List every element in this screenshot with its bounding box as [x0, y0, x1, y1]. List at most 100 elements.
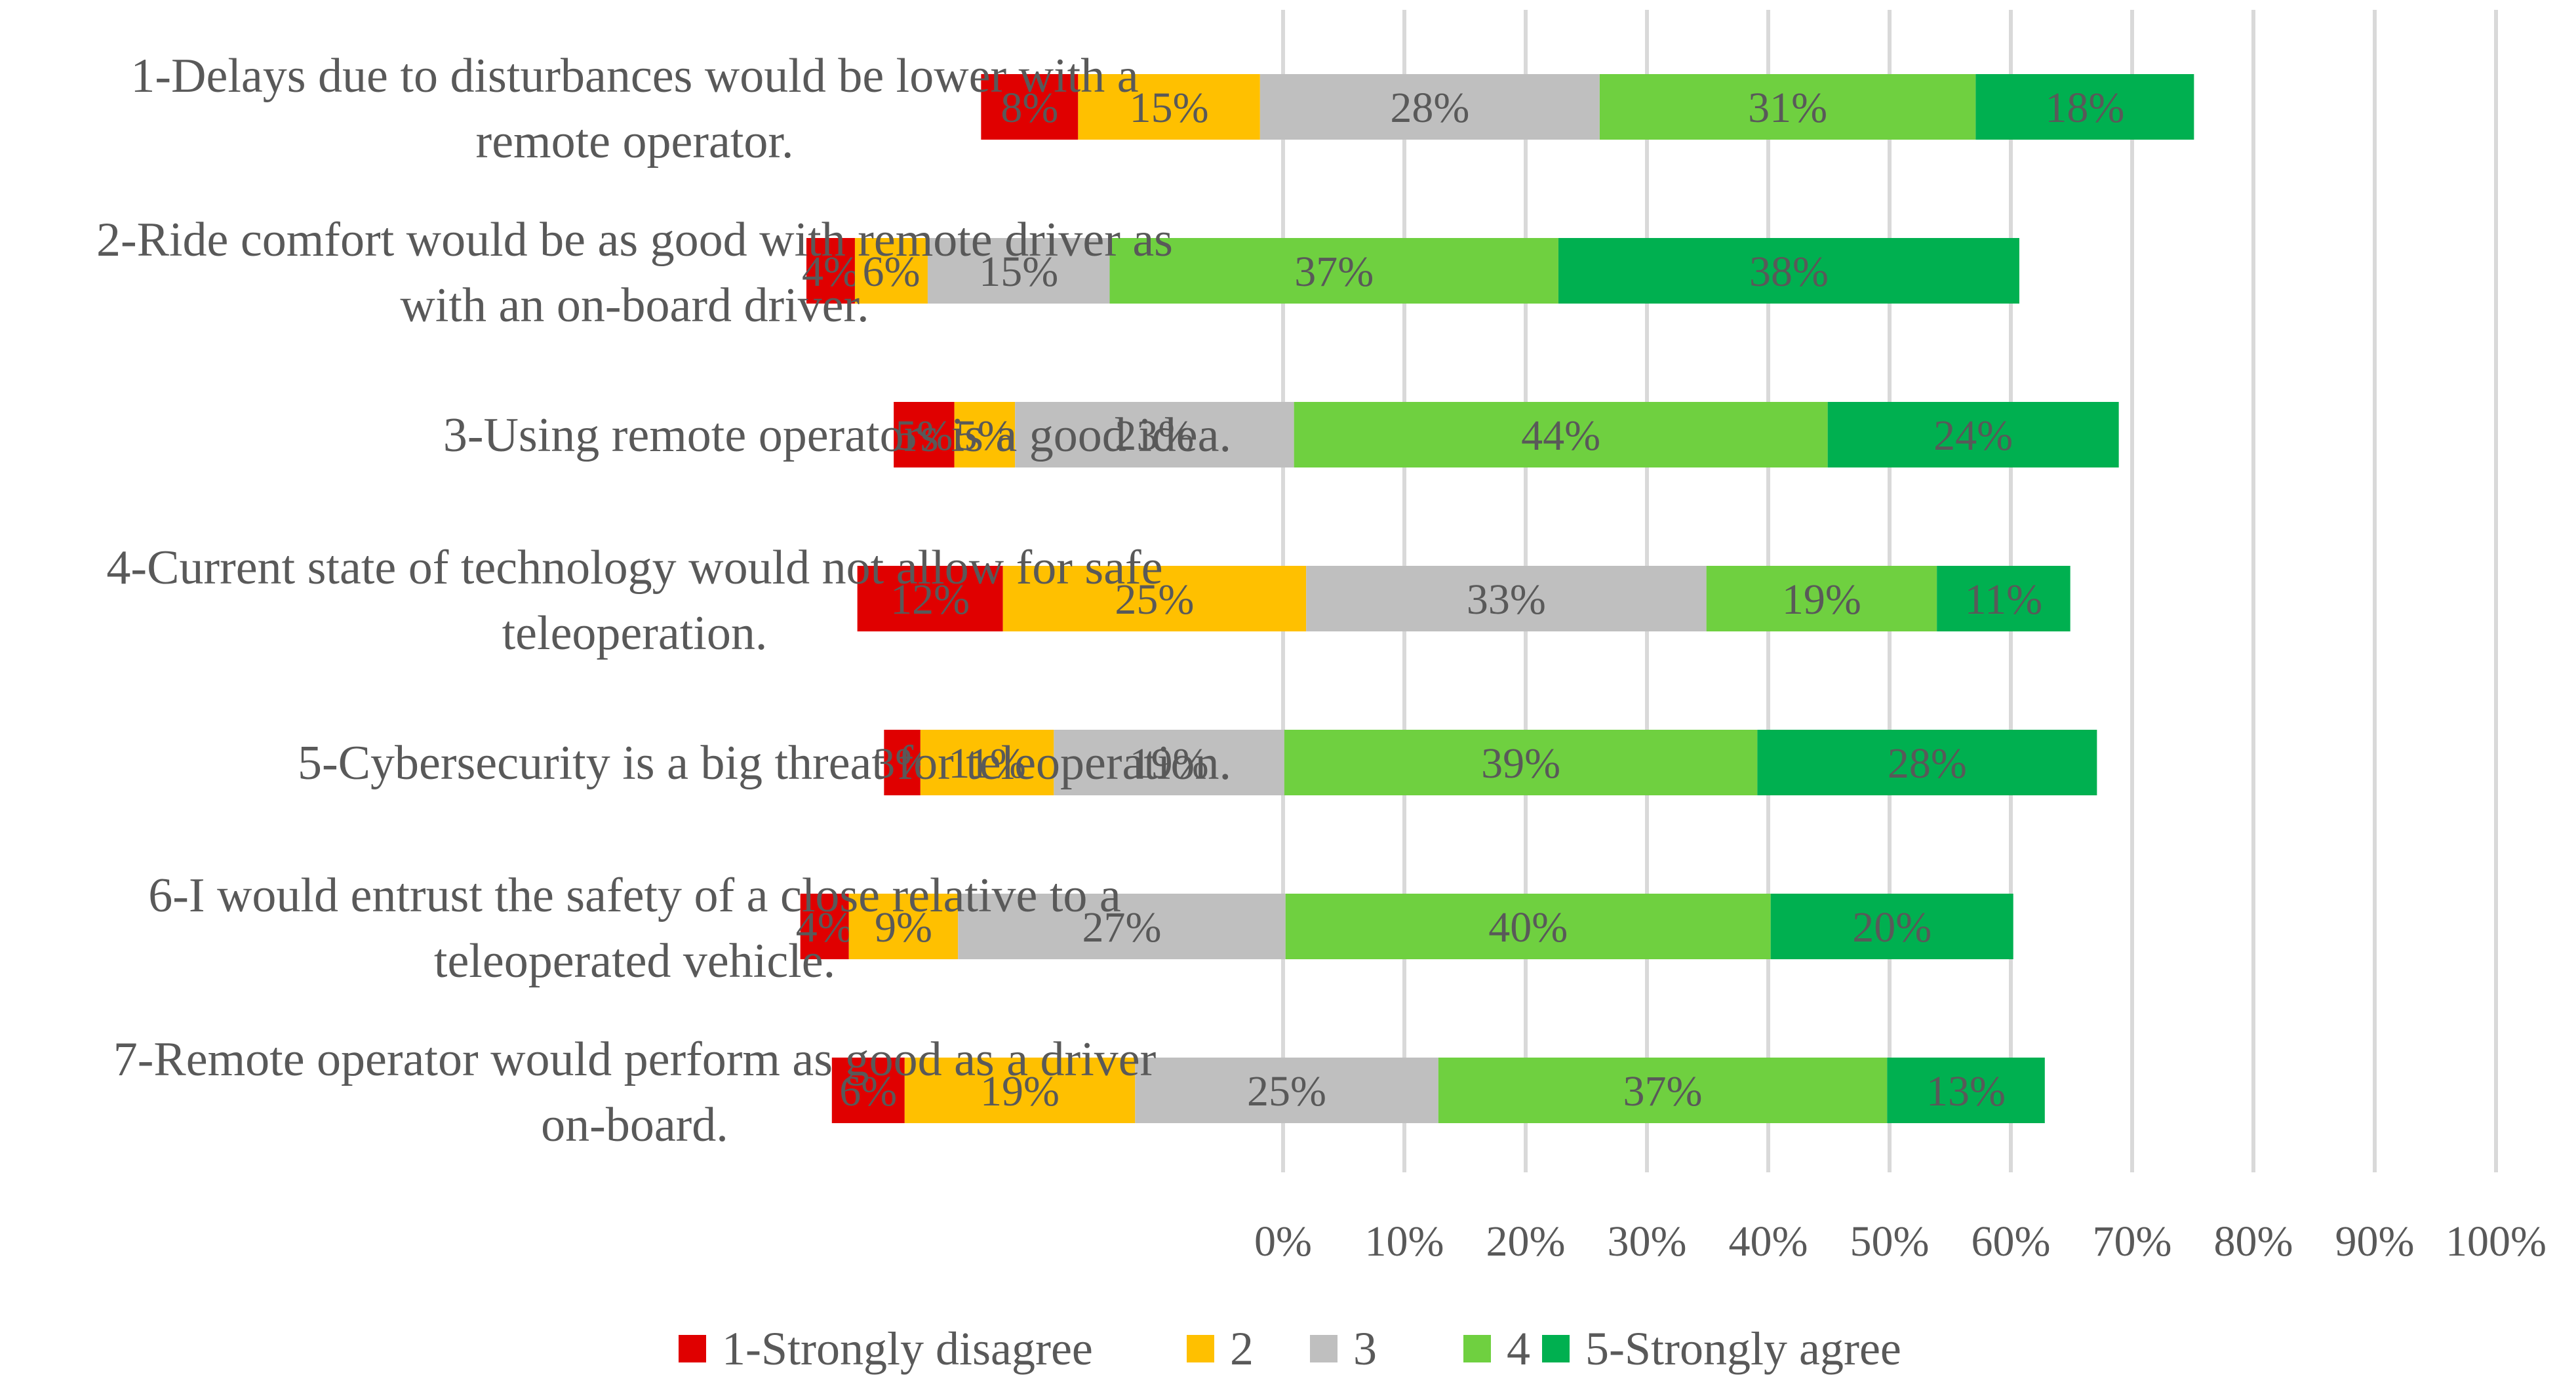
legend-item: 2 — [1187, 1322, 1254, 1375]
category-label-line: teleoperation. — [502, 606, 768, 660]
bar-segment — [1887, 1058, 2045, 1123]
category-label-line: 3-Using remote operators is a good idea. — [443, 408, 1231, 462]
data-label: 25% — [1247, 1067, 1326, 1115]
data-label: 38% — [1749, 248, 1829, 296]
x-axis-tick-labels: 0% 10% 20% 30% 40% 50% 60% 70% 80% 90% 100% — [1254, 1218, 2546, 1265]
legend-swatch — [679, 1335, 706, 1362]
bar-segment — [1135, 1058, 1438, 1123]
category-label-6: 6-I would entrust the safety of a close … — [148, 869, 1121, 988]
x-tick-label: 0% — [1254, 1218, 1312, 1265]
data-label: 27% — [1082, 904, 1161, 951]
data-label: 37% — [1294, 248, 1374, 296]
bar-segment — [1078, 74, 1260, 140]
bar-segment — [831, 1058, 905, 1123]
data-label: 18% — [2045, 84, 2124, 132]
bar-row-3: 5% 5% 23% 44% 24% — [894, 402, 2119, 467]
x-tick-label: 20% — [1486, 1218, 1566, 1265]
x-tick-label: 100% — [2446, 1218, 2546, 1265]
category-label-line: 6-I would entrust the safety of a close … — [148, 869, 1121, 923]
bar-segment — [1109, 238, 1558, 304]
data-label: 4% — [802, 248, 860, 296]
bar-segment — [1599, 74, 1976, 140]
data-label: 40% — [1488, 904, 1568, 951]
bar-segment — [1770, 894, 2013, 959]
bar-segment — [1827, 402, 2119, 467]
bar-segment — [894, 402, 955, 467]
category-label-line: remote operator. — [476, 115, 794, 169]
data-label: 9% — [875, 904, 932, 951]
data-label: 5% — [956, 412, 1014, 460]
data-label: 23% — [1115, 412, 1194, 460]
data-label: 12% — [890, 576, 970, 624]
bar-segment — [1438, 1058, 1888, 1123]
category-label-line: 1-Delays due to disturbances would be lo… — [130, 49, 1138, 103]
bar-segment — [981, 74, 1079, 140]
bar-row-7: 6% 19% 25% 37% 13% — [831, 1058, 2045, 1123]
legend-label: 5-Strongly agree — [1585, 1322, 1901, 1375]
data-label: 19% — [1130, 740, 1209, 787]
legend-label: 4 — [1507, 1322, 1530, 1375]
bar-segment — [1284, 730, 1758, 795]
data-label: 4% — [796, 904, 854, 951]
bar-segment — [920, 730, 1054, 795]
data-label: 39% — [1481, 740, 1560, 787]
bar-segment — [1975, 74, 2194, 140]
bar-segment — [884, 730, 921, 795]
legend-swatch — [1463, 1335, 1491, 1362]
x-tick-label: 70% — [2093, 1218, 2172, 1265]
data-label: 25% — [1115, 576, 1194, 624]
legend-swatch — [1187, 1335, 1214, 1362]
bar-row-4: 12% 25% 33% 19% 11% — [857, 566, 2071, 631]
legend-label: 1-Strongly disagree — [722, 1322, 1093, 1375]
data-label: 11% — [948, 740, 1026, 787]
data-label: 8% — [1001, 84, 1058, 132]
category-label-line: teleoperated vehicle. — [434, 934, 835, 988]
data-label: 28% — [1390, 84, 1469, 132]
bar-segment — [958, 894, 1286, 959]
bar-segment — [1937, 566, 2071, 631]
bar-segment — [1259, 74, 1600, 140]
data-label: 15% — [979, 248, 1058, 296]
data-label: 31% — [1748, 84, 1827, 132]
bar-segment — [1294, 402, 1828, 467]
x-tick-label: 60% — [1972, 1218, 2051, 1265]
bar-segment — [1015, 402, 1294, 467]
data-label: 5% — [895, 412, 953, 460]
data-label: 19% — [980, 1067, 1060, 1115]
x-tick-label: 10% — [1365, 1218, 1444, 1265]
category-label-2: 2-Ride comfort would be as good with rem… — [96, 213, 1173, 332]
category-label-5: 5-Cybersecurity is a big threat for tele… — [298, 736, 1231, 790]
bar-row-6: 4% 9% 27% 40% 20% — [796, 894, 2013, 959]
category-label-7: 7-Remote operator would perform as good … — [113, 1033, 1157, 1152]
data-label: 19% — [1782, 576, 1861, 624]
data-label: 20% — [1852, 904, 1932, 951]
category-label-line: 7-Remote operator would perform as good … — [113, 1033, 1157, 1086]
legend-label: 2 — [1230, 1322, 1254, 1375]
bar-segment — [1002, 566, 1307, 631]
bar-segment — [954, 402, 1016, 467]
bar-segment — [848, 894, 959, 959]
bar-segment — [854, 238, 928, 304]
data-label: 11% — [1965, 576, 2043, 624]
category-labels: 1-Delays due to disturbances would be lo… — [96, 49, 1231, 1152]
x-tick-label: 90% — [2335, 1218, 2415, 1265]
bar-segment — [1306, 566, 1707, 631]
x-tick-label: 30% — [1608, 1218, 1687, 1265]
legend-swatch — [1542, 1335, 1570, 1362]
bar-segment — [1757, 730, 2097, 795]
legend-item: 3 — [1310, 1322, 1377, 1375]
data-label: 13% — [1926, 1067, 2006, 1115]
legend-swatch — [1310, 1335, 1338, 1362]
x-tick-label: 50% — [1850, 1218, 1930, 1265]
data-label: 37% — [1623, 1067, 1703, 1115]
bars-layer: 8% 15% 28% 31% 18%4% 6% 15% 37% 38%5% 5% 23% 44% 24%… — [796, 74, 2194, 1123]
data-label: 44% — [1521, 412, 1600, 460]
bar-row-2: 4% 6% 15% 37% 38% — [802, 238, 2019, 304]
category-label-4: 4-Current state of technology would not … — [106, 541, 1162, 660]
bar-row-5: 3% 11% 19% 39% 28% — [873, 730, 2097, 795]
legend: 1-Strongly disagree 2 3 4 5-Strongly agree — [679, 1322, 1901, 1375]
category-label-line: 5-Cybersecurity is a big threat for tele… — [298, 736, 1231, 790]
category-label-3: 3-Using remote operators is a good idea. — [443, 408, 1231, 462]
category-label-line: 2-Ride comfort would be as good with rem… — [96, 213, 1173, 267]
